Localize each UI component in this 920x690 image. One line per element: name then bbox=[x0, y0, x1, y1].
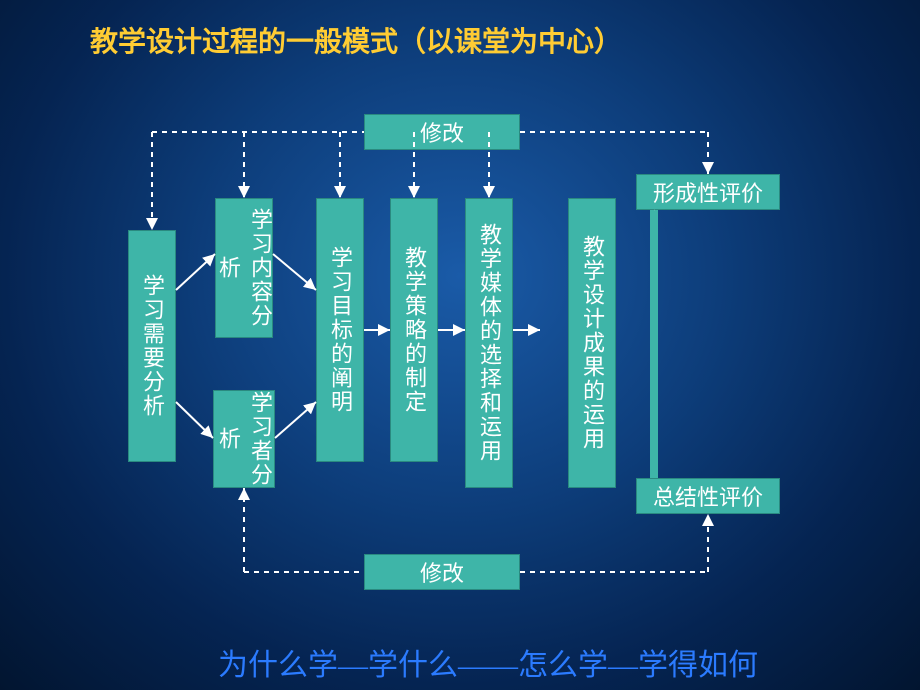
node-strategy: 教学策略的制定 bbox=[390, 198, 438, 462]
node-mod_top: 修改 bbox=[364, 114, 520, 150]
node-formative: 形成性评价 bbox=[636, 174, 780, 210]
node-need: 学习需要分析 bbox=[128, 230, 176, 462]
node-learner: 学习者分析 bbox=[213, 390, 275, 488]
footer-text: 为什么学—学什么——怎么学—学得如何 bbox=[218, 640, 758, 684]
node-content: 学习内容分析 bbox=[215, 198, 273, 338]
page-title: 教学设计过程的一般模式（以课堂为中心） bbox=[90, 20, 622, 60]
node-summative: 总结性评价 bbox=[636, 478, 780, 514]
node-result: 教学设计成果的运用 bbox=[568, 198, 616, 488]
node-mod_bot: 修改 bbox=[364, 554, 520, 590]
node-goal: 学习目标的阐明 bbox=[316, 198, 364, 462]
node-media: 教学媒体的选择和运用 bbox=[465, 198, 513, 488]
